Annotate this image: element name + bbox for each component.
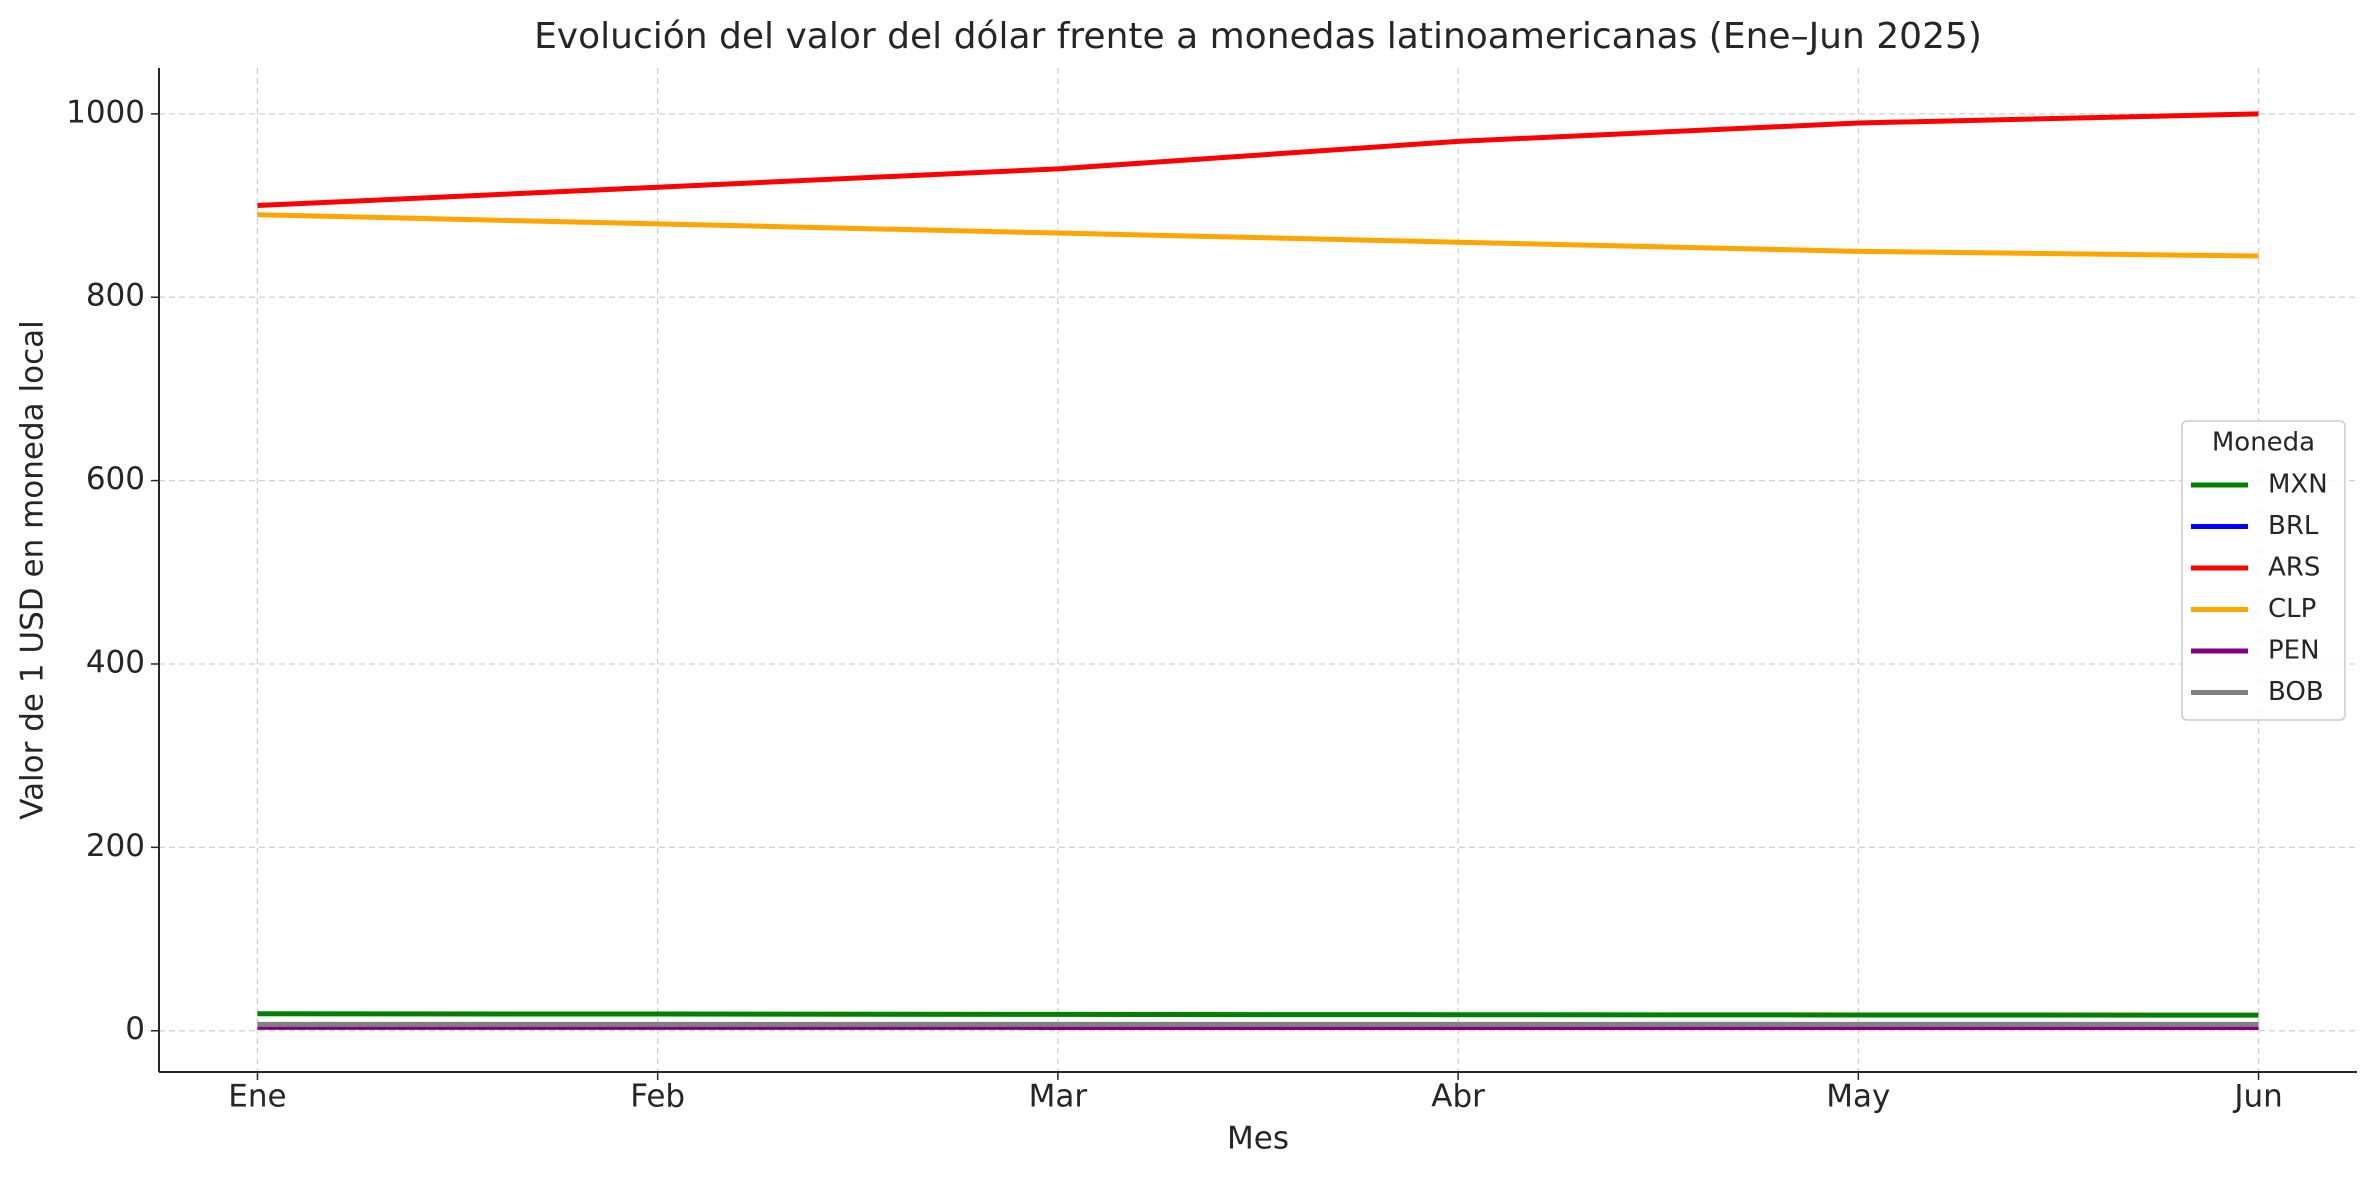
x-tick-label: Abr xyxy=(1431,1079,1485,1115)
legend-box xyxy=(2181,420,2346,721)
line-series xyxy=(257,212,2259,259)
y-tick-label: 600 xyxy=(86,461,145,497)
y-axis-label: Valor de 1 USD en moneda local xyxy=(15,320,51,819)
legend-label: BRL xyxy=(2268,511,2319,541)
legend-label: MXN xyxy=(2268,470,2328,500)
y-tick-label: 400 xyxy=(86,644,145,680)
legend-label: PEN xyxy=(2268,636,2320,666)
line-series xyxy=(257,1011,2259,1018)
x-tick-label: Mar xyxy=(1029,1079,1088,1115)
chart-title: Evolución del valor del dólar frente a m… xyxy=(534,16,1982,57)
legend-label: CLP xyxy=(2268,594,2316,624)
x-tick-label: Feb xyxy=(630,1079,685,1115)
y-tick-label: 200 xyxy=(86,828,145,864)
y-tick-label: 0 xyxy=(125,1011,145,1047)
x-tick-label: May xyxy=(1826,1079,1890,1115)
line-series xyxy=(257,111,2259,209)
x-tick-label: Jun xyxy=(2232,1079,2282,1115)
y-tick-label: 800 xyxy=(86,278,145,314)
legend-label: ARS xyxy=(2268,553,2320,583)
x-axis-label: Mes xyxy=(1227,1121,1289,1157)
y-tick-label: 1000 xyxy=(66,94,145,130)
legend-label: BOB xyxy=(2268,677,2324,707)
legend-title: Moneda xyxy=(2212,428,2315,458)
x-tick-label: Ene xyxy=(228,1079,286,1115)
